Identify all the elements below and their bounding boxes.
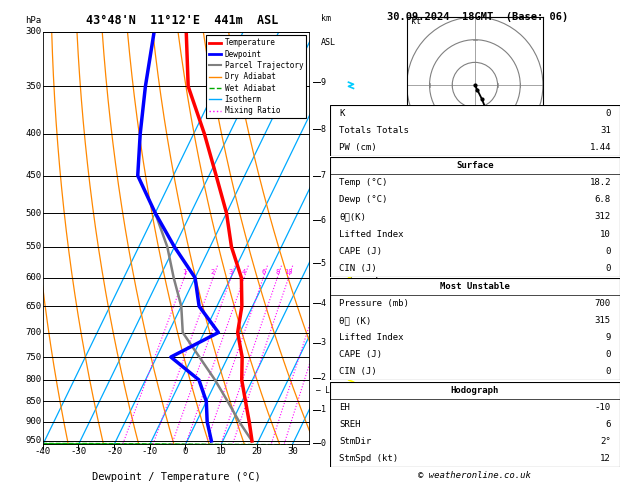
Legend: Temperature, Dewpoint, Parcel Trajectory, Dry Adiabat, Wet Adiabat, Isotherm, Mi: Temperature, Dewpoint, Parcel Trajectory… [206,35,306,118]
Text: km: km [321,14,331,23]
Text: K: K [339,109,344,118]
Text: 550: 550 [25,243,42,251]
Text: 2°: 2° [600,436,611,446]
Text: Lifted Index: Lifted Index [339,229,403,239]
Text: 0: 0 [606,246,611,256]
Text: 4: 4 [321,299,326,308]
Text: 312: 312 [595,212,611,222]
Text: -30: -30 [70,447,86,456]
Text: hPa: hPa [25,17,42,25]
Text: -40: -40 [35,447,51,456]
Text: 5: 5 [321,259,326,268]
Text: 0: 0 [606,109,611,118]
Text: CIN (J): CIN (J) [339,367,377,376]
FancyBboxPatch shape [330,157,620,277]
Text: -10: -10 [142,447,158,456]
Text: 10: 10 [600,229,611,239]
Text: Dewpoint / Temperature (°C): Dewpoint / Temperature (°C) [92,471,261,482]
Text: 800: 800 [25,376,42,384]
Text: 30: 30 [287,447,298,456]
Text: StmDir: StmDir [339,436,371,446]
Text: 350: 350 [25,82,42,91]
Text: Mixing Ratio (g/kg): Mixing Ratio (g/kg) [347,191,355,286]
Text: 3: 3 [321,338,326,347]
Text: Surface: Surface [456,161,494,171]
Text: 0: 0 [182,447,188,456]
Text: 9: 9 [606,333,611,342]
Text: Totals Totals: Totals Totals [339,126,409,135]
Text: 18.2: 18.2 [589,178,611,188]
Text: 31: 31 [600,126,611,135]
Text: 1: 1 [321,405,326,414]
Text: +: + [372,274,380,287]
Text: Most Unstable: Most Unstable [440,282,510,291]
Text: 6.8: 6.8 [595,195,611,205]
Text: 10: 10 [216,447,226,456]
Text: 950: 950 [25,436,42,446]
Text: Temp (°C): Temp (°C) [339,178,387,188]
Text: 750: 750 [25,352,42,362]
Text: 8: 8 [276,269,279,275]
Text: 450: 450 [25,171,42,180]
Text: 9: 9 [321,78,326,87]
Text: 300: 300 [25,27,42,36]
Text: 0: 0 [321,439,326,448]
Text: CIN (J): CIN (J) [339,263,377,273]
Text: SREH: SREH [339,419,360,429]
Text: 0: 0 [606,367,611,376]
Text: Lifted Index: Lifted Index [339,333,403,342]
Text: CAPE (J): CAPE (J) [339,350,382,359]
Text: 1: 1 [182,269,186,275]
Text: 8: 8 [321,125,326,134]
Text: 7: 7 [321,171,326,180]
Text: 400: 400 [25,129,42,138]
Text: 3: 3 [229,269,233,275]
Text: 850: 850 [25,397,42,406]
Text: 4: 4 [242,269,246,275]
Text: 6: 6 [321,216,326,225]
Text: Pressure (mb): Pressure (mb) [339,299,409,308]
Text: 500: 500 [25,208,42,218]
Text: CAPE (J): CAPE (J) [339,246,382,256]
Text: 0: 0 [606,350,611,359]
Text: 2: 2 [211,269,215,275]
Text: Dewp (°C): Dewp (°C) [339,195,387,205]
Text: 650: 650 [25,302,42,311]
Text: – LCL: – LCL [316,386,339,396]
Text: 30.09.2024  18GMT  (Base: 06): 30.09.2024 18GMT (Base: 06) [387,12,569,22]
Text: -20: -20 [106,447,122,456]
Text: © weatheronline.co.uk: © weatheronline.co.uk [418,470,532,480]
FancyBboxPatch shape [330,382,620,467]
Text: 2: 2 [321,373,326,382]
Text: 700: 700 [595,299,611,308]
Text: -10: -10 [595,402,611,412]
Text: 600: 600 [25,273,42,282]
Text: 43°48'N  11°12'E  441m  ASL: 43°48'N 11°12'E 441m ASL [86,15,278,27]
Text: 700: 700 [25,328,42,337]
Text: θᴄ (K): θᴄ (K) [339,316,371,325]
Text: ASL: ASL [321,38,336,47]
Text: StmSpd (kt): StmSpd (kt) [339,453,398,463]
Text: 1.44: 1.44 [589,143,611,152]
Text: Hodograph: Hodograph [451,385,499,395]
Text: kt: kt [411,17,421,26]
Text: 10: 10 [284,269,292,275]
FancyBboxPatch shape [330,105,620,156]
Text: PW (cm): PW (cm) [339,143,377,152]
Text: 6: 6 [261,269,265,275]
Text: 900: 900 [25,417,42,426]
FancyBboxPatch shape [330,278,620,380]
Text: θᴄ(K): θᴄ(K) [339,212,366,222]
Text: 6: 6 [606,419,611,429]
Text: 315: 315 [595,316,611,325]
Text: EH: EH [339,402,350,412]
Text: 0: 0 [606,263,611,273]
Text: 20: 20 [251,447,262,456]
Text: 12: 12 [600,453,611,463]
